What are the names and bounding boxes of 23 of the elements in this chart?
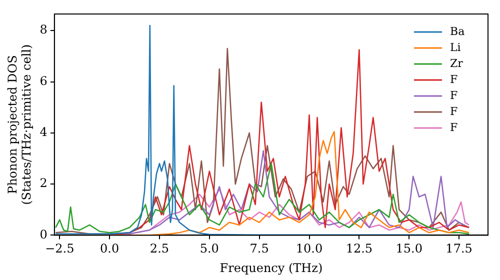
legend-label: F	[450, 120, 458, 134]
y-tick-label: 8	[40, 22, 48, 37]
x-tick-label: 10.0	[296, 242, 323, 256]
y-tick-label: 0	[40, 227, 48, 242]
legend-label: Li	[450, 40, 462, 54]
y-tick-label: 2	[40, 176, 48, 190]
x-tick-label: −2.5	[45, 242, 74, 256]
x-tick-label: 5.0	[200, 242, 219, 256]
x-axis-title: Frequency (THz)	[220, 260, 323, 275]
x-tick-label: 12.5	[346, 242, 373, 256]
x-tick-label: 0.0	[100, 242, 120, 256]
y-axis-title: Phonon projected DOS (States/THz·primitive cell)	[5, 44, 34, 205]
x-tick-label: 7.5	[250, 242, 269, 256]
x-tick-label: 15.0	[396, 242, 422, 256]
legend-label: F	[450, 72, 458, 86]
y-tick-label: 6	[40, 74, 48, 88]
x-tick-label: 17.5	[446, 242, 472, 256]
legend-label: F	[450, 104, 458, 118]
legend-label: Zr	[450, 56, 464, 70]
legend-label: Ba	[450, 24, 466, 38]
y-tick-label: 4	[40, 125, 48, 140]
legend-label: F	[450, 88, 458, 102]
x-tick-label: 2.5	[150, 242, 170, 256]
